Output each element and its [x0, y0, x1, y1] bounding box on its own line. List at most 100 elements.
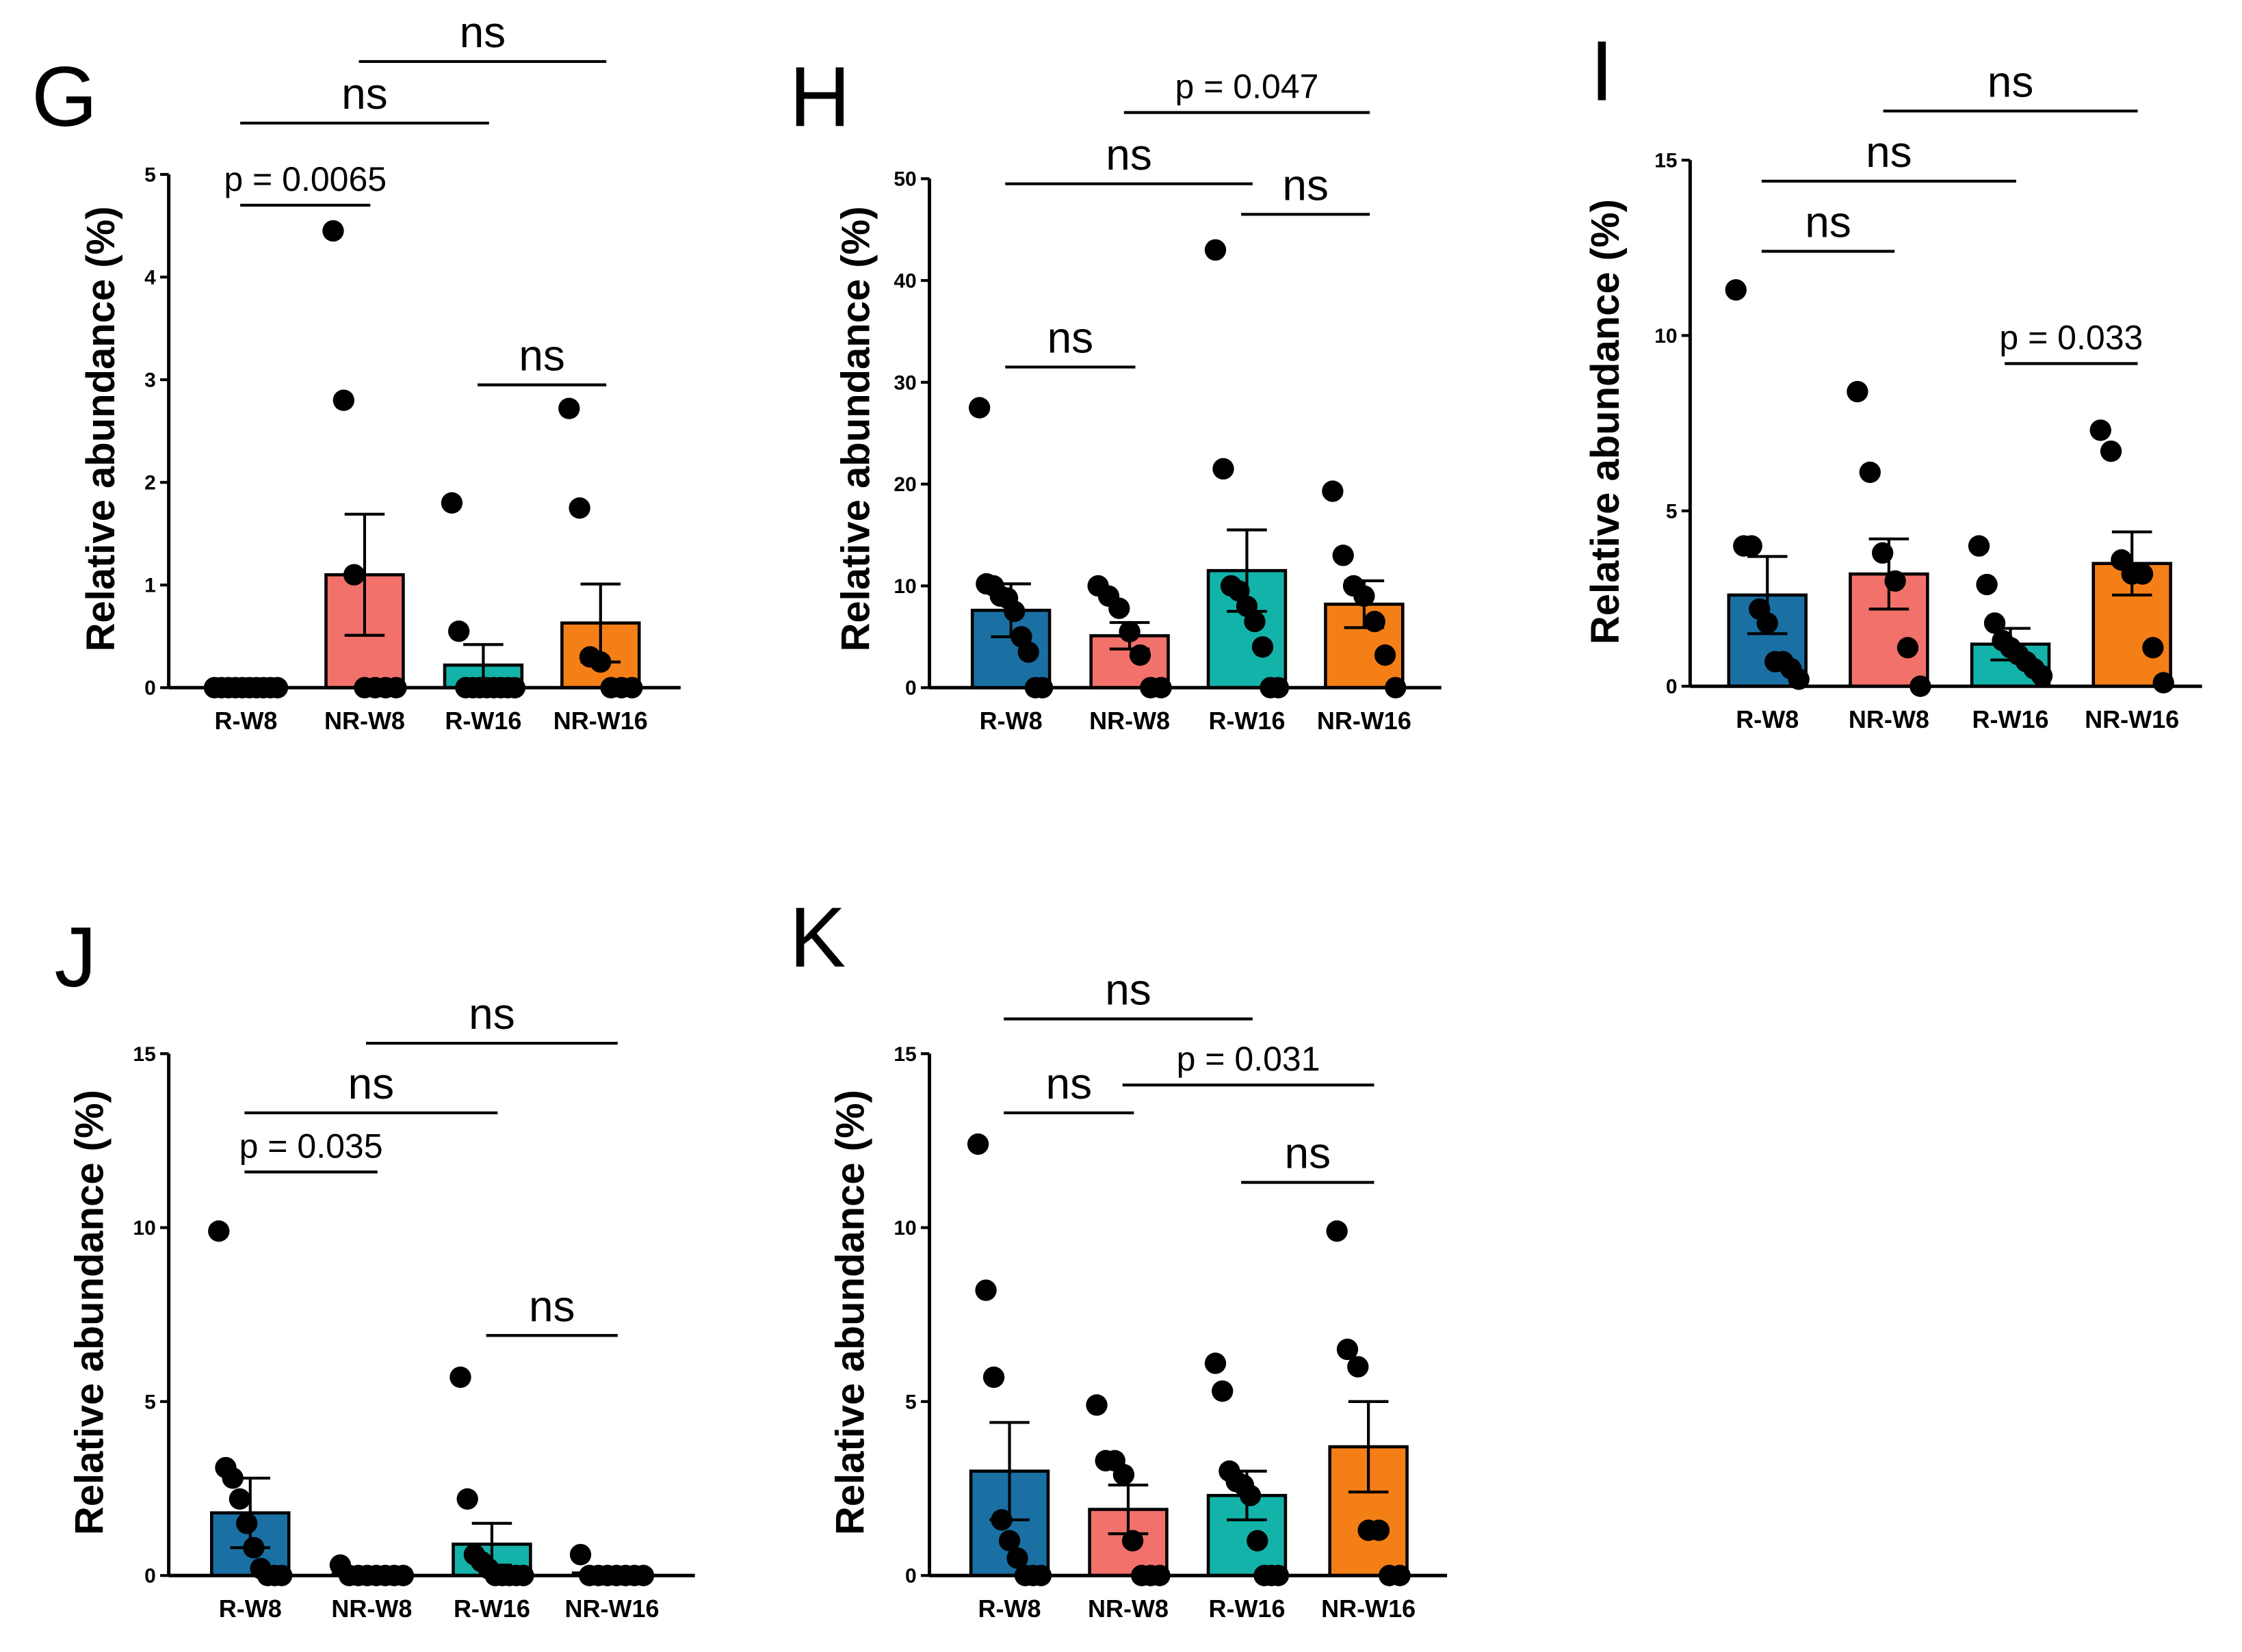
x-tick-label: R-W16: [1972, 705, 2049, 733]
significance-label: ns: [519, 331, 565, 380]
x-tick-label: NR-W16: [553, 707, 648, 735]
panel-j: J Relative abundance (%) 0 5 10 15 R-W8 NR-W8 R-…: [54, 910, 695, 1623]
y-tick-label: 10: [894, 1217, 916, 1240]
panel-letter: I: [1590, 24, 1613, 118]
panel-k: K Relative abundance (%) 0 5 10 15 R-W8 NR-W8 R-…: [790, 891, 1448, 1623]
panel-letter: K: [790, 891, 846, 985]
y-tick-label: 2: [144, 472, 156, 495]
data-point: [229, 1488, 251, 1510]
significance-label: ns: [1866, 127, 1912, 176]
y-tick-label: 5: [905, 1391, 917, 1413]
y-tick-label: 15: [133, 1043, 155, 1066]
x-tick-label: NR-W8: [1089, 707, 1170, 735]
significance-label: ns: [1047, 313, 1094, 363]
significance-label: p = 0.0065: [224, 160, 387, 198]
panel-letter: J: [54, 910, 96, 1005]
x-tick-label: NR-W8: [1849, 705, 1929, 733]
y-axis-label: Relative abundance (%): [1583, 199, 1628, 644]
data-point: [1017, 641, 1039, 663]
data-point: [1247, 1530, 1268, 1551]
y-tick-label: 0: [1666, 676, 1678, 698]
data-point: [1112, 1464, 1135, 1486]
data-point: [1121, 1530, 1144, 1551]
data-point: [998, 1530, 1021, 1551]
data-point: [1129, 644, 1151, 666]
significance-label: ns: [1805, 197, 1851, 246]
data-point: [1364, 610, 1385, 633]
data-point: [243, 1536, 265, 1559]
significance-label: ns: [1105, 965, 1151, 1014]
y-axis-label: Relative abundance (%): [828, 1090, 872, 1535]
x-tick-label: NR-W8: [324, 707, 405, 735]
significance-label: p = 0.035: [239, 1127, 383, 1165]
data-point: [1347, 1356, 1369, 1378]
panel-g: G Relative abundance (%) 0 1 2 3 4 5 R-W8 NR-W8 R-…: [31, 8, 681, 735]
data-point: [447, 620, 470, 642]
data-point: [449, 1366, 471, 1388]
data-point: [1212, 1380, 1234, 1402]
data-point: [1108, 597, 1130, 619]
significance-label: ns: [460, 8, 506, 57]
x-tick-label: R-W8: [214, 707, 277, 735]
x-tick-label: R-W16: [1208, 1595, 1285, 1623]
x-tick-label: R-W8: [1736, 705, 1799, 733]
data-point: [2089, 419, 2111, 441]
significance-label: ns: [1282, 160, 1329, 209]
data-point: [1847, 380, 1868, 403]
data-point: [1884, 570, 1906, 592]
y-tick-label: 0: [905, 677, 917, 700]
data-point: [1983, 612, 2006, 634]
x-tick-label: NR-W16: [2085, 705, 2179, 733]
data-point: [2031, 665, 2053, 687]
y-tick-label: 50: [894, 168, 916, 191]
data-point: [590, 651, 612, 673]
data-point: [1006, 1547, 1028, 1569]
y-tick-label: 3: [144, 369, 156, 392]
data-point: [1872, 542, 1894, 564]
y-tick-label: 10: [1654, 325, 1677, 348]
y-tick-label: 20: [894, 473, 916, 496]
data-point: [1725, 279, 1747, 301]
data-point: [2131, 563, 2154, 585]
data-point: [1353, 585, 1375, 607]
data-point: [967, 1133, 989, 1155]
data-point: [1741, 535, 1762, 557]
significance-label: ns: [1987, 57, 2034, 106]
data-point: [1251, 636, 1274, 658]
y-tick-label: 40: [894, 270, 916, 293]
y-tick-label: 10: [894, 575, 916, 598]
data-point: [1212, 458, 1234, 480]
significance-label: p = 0.031: [1177, 1040, 1320, 1078]
panel-letter: H: [790, 50, 851, 144]
data-point: [1119, 620, 1140, 643]
data-point: [343, 564, 365, 586]
data-point: [1322, 480, 1344, 502]
data-point: [222, 1467, 244, 1489]
x-tick-label: R-W8: [978, 1595, 1041, 1623]
data-point: [1368, 1519, 1390, 1541]
data-point: [1326, 1220, 1348, 1242]
data-point: [558, 397, 580, 419]
x-tick-label: R-W16: [445, 707, 521, 735]
y-tick-label: 0: [144, 677, 156, 700]
data-point: [569, 1543, 592, 1566]
data-point: [1968, 535, 1990, 557]
y-axis-label: Relative abundance (%): [79, 206, 123, 651]
significance-label: ns: [1285, 1129, 1331, 1178]
data-point: [1374, 644, 1396, 666]
data-point: [982, 1366, 1005, 1388]
data-point: [991, 1509, 1013, 1531]
data-point: [235, 1512, 258, 1534]
y-tick-label: 5: [144, 163, 156, 186]
y-tick-label: 10: [133, 1217, 155, 1240]
data-point: [1239, 1484, 1262, 1506]
y-tick-label: 5: [1666, 500, 1678, 523]
significance-label: ns: [529, 1281, 575, 1330]
data-point: [2152, 672, 2174, 694]
y-tick-label: 5: [144, 1391, 156, 1413]
y-tick-label: 0: [905, 1565, 917, 1588]
y-tick-label: 30: [894, 371, 916, 394]
significance-label: p = 0.047: [1175, 68, 1319, 106]
data-point: [2142, 637, 2164, 659]
